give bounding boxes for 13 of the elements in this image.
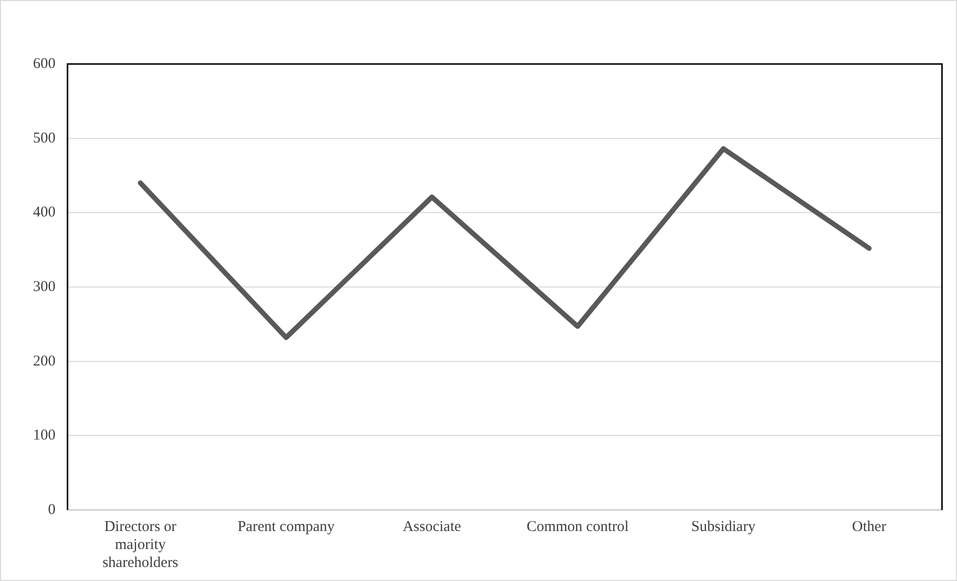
y-tick-label: 600 [33,56,56,72]
x-tick-label: Parent company [238,518,336,535]
y-tick-label: 300 [33,278,56,295]
y-tick-label: 100 [33,428,56,444]
y-tick-label: 200 [33,353,56,370]
x-tick-label: Other [852,518,886,535]
x-tick-label: Associate [402,518,462,535]
x-tick-label: Directors or majority shareholders [102,518,178,571]
x-tick-label: Common control [526,518,629,535]
y-tick-label: 0 [48,502,56,518]
x-tick-label: Subsidiary [691,518,756,535]
y-tick-label: 400 [33,204,56,221]
y-tick-label: 500 [33,130,56,146]
